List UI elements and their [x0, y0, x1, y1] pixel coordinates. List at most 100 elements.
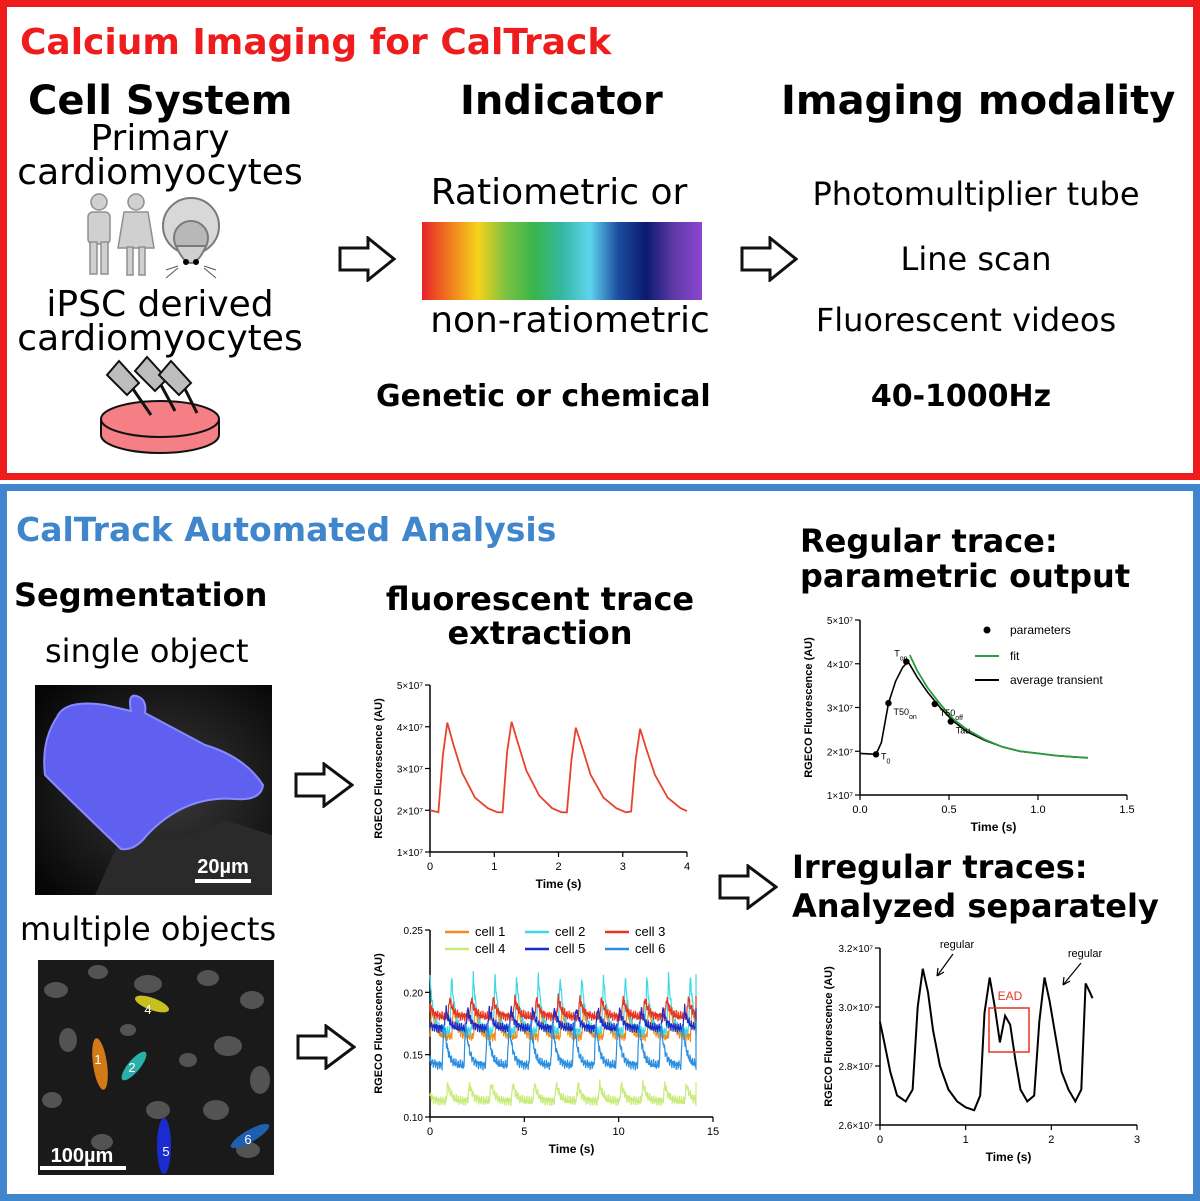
- parameter-label: Tau: [956, 726, 971, 736]
- y-tick-label: 3×10⁷: [827, 704, 854, 715]
- x-axis-label: Time (s): [986, 1150, 1032, 1164]
- y-tick-label: 1×10⁷: [827, 791, 854, 802]
- x-tick-label: 4: [684, 861, 690, 873]
- extraction-heading-1: fluorescent trace: [385, 580, 695, 618]
- legend-label: cell 2: [555, 924, 585, 939]
- top-title: Calcium Imaging for CalTrack: [20, 22, 612, 63]
- series-line-cell-6: [429, 1019, 697, 1071]
- segmentation-heading: Segmentation: [14, 576, 268, 614]
- regular-heading-1: Regular trace:: [800, 522, 1058, 560]
- y-axis-label: RGECO Fluorescence (AU): [823, 966, 835, 1107]
- indicator-line2: non-ratiometric: [430, 300, 710, 341]
- scale-label: 20µm: [197, 856, 249, 878]
- human-pair-icon: [87, 193, 155, 276]
- x-tick-label: 0.0: [852, 804, 867, 816]
- x-tick-label: 0.5: [941, 804, 956, 816]
- cell-label: 1: [94, 1052, 101, 1067]
- mouse-icon: [162, 197, 220, 279]
- series-line-cell-3: [429, 993, 697, 1022]
- x-tick-label: 1: [963, 1134, 969, 1146]
- x-tick-label: 5: [521, 1126, 527, 1138]
- parameter-label: T50on: [893, 707, 916, 721]
- y-tick-label: 3.2×10⁷: [839, 944, 874, 955]
- single-trace-chart: 0 1 2 3 4 1×10⁷ 2×10⁷ 3×10⁷ 4×10⁷ 5×10⁷ Time (s) RG…: [373, 681, 690, 891]
- scale-label: 100µm: [51, 1145, 114, 1167]
- regular-heading-2: parametric output: [800, 557, 1131, 595]
- annotation-arrow: [1062, 962, 1082, 986]
- x-tick-label: 0: [427, 1126, 433, 1138]
- annotation-label: regular: [1068, 948, 1103, 960]
- y-axis-label: RGECO Fluorescence (AU): [373, 698, 385, 839]
- primary-line2: cardiomyocytes: [17, 152, 303, 193]
- legend-label: parameters: [1010, 623, 1071, 637]
- y-axis-label: RGECO Fluorescence (AU): [373, 953, 385, 1094]
- x-tick-label: 3: [620, 861, 626, 873]
- ead-box: [988, 1007, 1030, 1053]
- y-tick-label: 5×10⁷: [397, 681, 424, 692]
- indicator-type: Genetic or chemical: [376, 379, 711, 414]
- legend-label: cell 1: [475, 924, 505, 939]
- arrow-right-icon: [296, 1024, 356, 1070]
- y-tick-label: 4×10⁷: [827, 660, 854, 671]
- single-object-label: single object: [45, 632, 249, 670]
- x-tick-label: 1: [491, 861, 497, 873]
- modality-item: Line scan: [900, 240, 1052, 278]
- y-tick-label: 2×10⁷: [397, 806, 424, 817]
- y-tick-label: 5×10⁷: [827, 616, 854, 627]
- ipsc-line1: iPSC derived: [46, 284, 274, 325]
- primary-line1: Primary: [90, 118, 230, 159]
- multiple-objects-image: 1 2 4 5 6 100µm: [38, 960, 274, 1175]
- legend-label: average transient: [1010, 673, 1103, 687]
- y-tick-label: 0.10: [404, 1113, 424, 1124]
- y-tick-label: 0.20: [404, 988, 424, 999]
- y-tick-label: 4×10⁷: [397, 723, 424, 734]
- y-tick-label: 2×10⁷: [827, 747, 854, 758]
- legend-swatch: [983, 626, 991, 634]
- cell-label: 5: [162, 1144, 169, 1159]
- extraction-heading-2: extraction: [447, 614, 633, 652]
- x-tick-label: 15: [707, 1126, 719, 1138]
- y-axis-label: RGECO Fluorescence (AU): [803, 637, 815, 778]
- arrow-right-icon: [338, 236, 396, 282]
- y-tick-label: 2.8×10⁷: [839, 1062, 874, 1073]
- y-tick-label: 0.25: [404, 926, 424, 937]
- parameter-label: T0: [881, 751, 891, 765]
- y-tick-label: 1×10⁷: [397, 848, 424, 859]
- y-tick-label: 3×10⁷: [397, 765, 424, 776]
- annotation-label: regular: [940, 939, 975, 951]
- modality-item: Fluorescent videos: [815, 301, 1117, 339]
- multi-trace-chart: 0 5 10 15 0.10 0.15 0.20 0.25 Time (s) RGECO Fluo…: [373, 924, 719, 1156]
- irregular-heading-2: Analyzed separately: [792, 887, 1159, 925]
- x-tick-label: 1.5: [1119, 804, 1134, 816]
- trace-line: [429, 721, 688, 814]
- arrow-right-icon: [740, 236, 798, 282]
- parameter-point: [931, 700, 938, 708]
- trace-line: [879, 968, 1094, 1112]
- automated-analysis-panel: [0, 484, 1200, 1201]
- parameter-label: Ton: [894, 649, 907, 663]
- regular-trace-chart: 0.0 0.5 1.0 1.5 1×10⁷ 2×10⁷ 3×10⁷ 4×10⁷ 5×10⁷ Tim…: [803, 616, 1135, 834]
- parameter-point: [947, 718, 954, 725]
- irregular-trace-chart: 0 1 2 3 2.6×10⁷ 2.8×10⁷ 3.0×10⁷ 3.2×10⁷ Time (s)…: [823, 939, 1140, 1164]
- x-axis-label: Time (s): [971, 820, 1017, 834]
- x-tick-label: 0: [877, 1134, 883, 1146]
- legend-label: cell 3: [635, 924, 665, 939]
- irregular-heading-1: Irregular traces:: [792, 848, 1088, 886]
- indicator-heading: Indicator: [460, 78, 663, 124]
- single-object-image: 20µm: [35, 685, 272, 895]
- legend-label: cell 6: [635, 941, 665, 956]
- x-tick-label: 1.0: [1030, 804, 1045, 816]
- spectrum-bar: [422, 222, 702, 300]
- modality-heading: Imaging modality: [781, 78, 1176, 124]
- bottom-title: CalTrack Automated Analysis: [16, 510, 557, 549]
- x-axis-label: Time (s): [549, 1142, 595, 1156]
- series-line-cell-5: [429, 1003, 697, 1034]
- legend-label: cell 5: [555, 941, 585, 956]
- x-tick-label: 10: [613, 1126, 625, 1138]
- y-tick-label: 3.0×10⁷: [839, 1003, 874, 1014]
- cell-system-heading: Cell System: [28, 78, 293, 124]
- series-line-cell-4: [429, 1079, 697, 1107]
- calcium-imaging-panel: [0, 0, 1200, 480]
- y-tick-label: 2.6×10⁷: [839, 1121, 874, 1132]
- modality-item: Photomultiplier tube: [812, 175, 1140, 213]
